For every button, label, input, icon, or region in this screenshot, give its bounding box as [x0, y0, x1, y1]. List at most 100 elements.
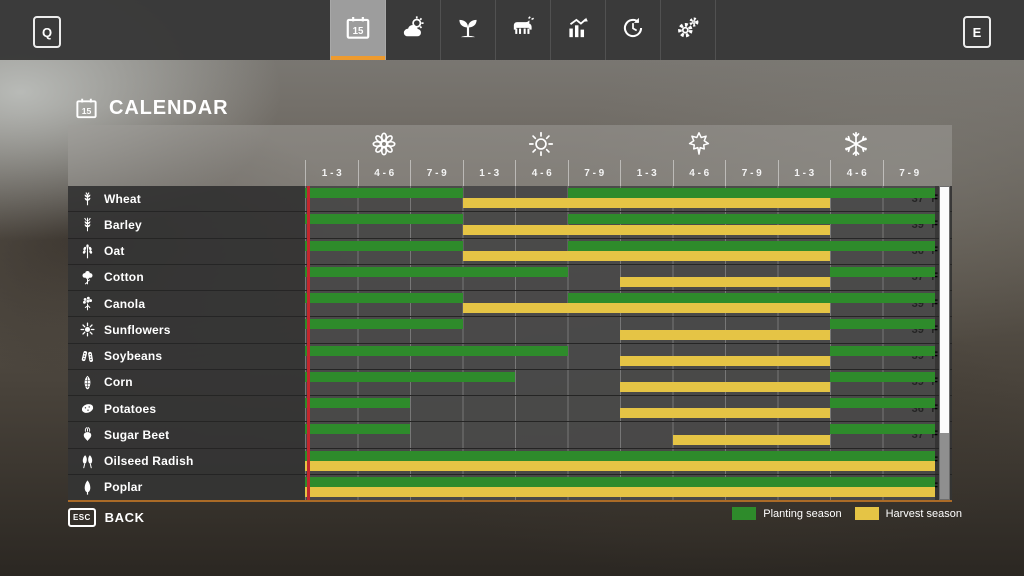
- potato-icon: [75, 400, 99, 417]
- back-button[interactable]: ESC BACK: [68, 508, 145, 527]
- planting-season-bar: [567, 293, 935, 303]
- seedling-icon: [454, 14, 482, 47]
- crop-row-barley: Barley39 °F: [68, 212, 952, 239]
- key-q[interactable]: Q: [33, 16, 61, 48]
- cotton-icon: [75, 269, 99, 286]
- month-label-autumn-3: 7 - 9: [725, 160, 778, 186]
- barley-icon: [75, 216, 99, 233]
- month-label-summer-3: 7 - 9: [567, 160, 621, 186]
- month-label-autumn-2: 4 - 6: [672, 160, 726, 186]
- crop-season-track: [305, 474, 935, 500]
- poplar-icon: [75, 479, 99, 496]
- harvest-legend-swatch: [854, 507, 879, 520]
- harvest-season-bar: [620, 277, 830, 287]
- key-e[interactable]: E: [963, 16, 991, 48]
- planting-season-bar: [567, 214, 935, 225]
- harvest-season-bar: [620, 408, 830, 419]
- tab-settings[interactable]: [661, 0, 716, 60]
- harvest-season-bar: [462, 250, 830, 261]
- harvest-season-bar: [620, 329, 830, 340]
- top-bar: Q 15 E: [0, 0, 1024, 60]
- legend: Planting season Harvest season: [732, 507, 962, 520]
- gear-icon: [674, 14, 702, 47]
- crop-label: Corn: [68, 370, 305, 395]
- calendar-rows: Wheat37 °FBarley39 °FOat36 °FCotton37 °F…: [68, 186, 952, 500]
- planting-season-bar: [305, 240, 463, 251]
- crop-name: Barley: [104, 217, 142, 232]
- crop-label: Poplar: [68, 475, 305, 500]
- crop-season-track: [305, 264, 935, 290]
- cycle-arrows-icon: [619, 14, 647, 47]
- tab-rotation[interactable]: [606, 0, 661, 60]
- crop-label: Canola: [68, 291, 305, 316]
- planting-season-bar: [830, 345, 935, 356]
- calendar-icon: 15: [74, 96, 99, 121]
- crop-season-track: [305, 448, 935, 474]
- crop-name: Corn: [104, 375, 133, 390]
- crop-row-soybeans: Soybeans39 °F: [68, 343, 952, 370]
- crop-name: Sugar Beet: [104, 427, 170, 442]
- soybean-icon: [75, 348, 99, 365]
- cow-icon: [509, 14, 537, 47]
- harvest-season-bar: [462, 303, 830, 314]
- crop-name: Potatoes: [104, 401, 157, 416]
- planting-season-bar: [305, 345, 568, 356]
- sunflower-icon: [75, 321, 99, 338]
- current-day-marker: [307, 186, 310, 500]
- planting-season-bar: [567, 240, 935, 251]
- harvest-season-bar: [620, 382, 830, 392]
- planting-season-bar: [305, 214, 463, 225]
- crop-label: Cotton: [68, 265, 305, 290]
- harvest-season-bar: [305, 487, 935, 497]
- crop-name: Poplar: [104, 480, 143, 495]
- month-label-winter-1: 1 - 3: [777, 160, 831, 186]
- month-label-autumn-1: 1 - 3: [620, 160, 673, 186]
- planting-season-bar: [830, 398, 935, 408]
- crop-season-track: [305, 369, 935, 395]
- crop-row-corn: Corn39 °F: [68, 369, 952, 396]
- page-title-bar: 15 CALENDAR: [74, 96, 228, 121]
- month-label-winter-3: 7 - 9: [882, 160, 936, 186]
- crop-row-oilseed-radish: Oilseed Radish37 °F: [68, 448, 952, 475]
- snowflake-icon: [841, 129, 871, 159]
- bar-chart-icon: [564, 14, 592, 47]
- crop-row-wheat: Wheat37 °F: [68, 186, 952, 213]
- tab-crops[interactable]: [441, 0, 496, 60]
- crop-row-sugar-beet: Sugar Beet37 °F: [68, 422, 952, 449]
- tab-statistics[interactable]: [551, 0, 606, 60]
- nav-tabs: 15: [330, 0, 716, 60]
- tab-weather[interactable]: [386, 0, 441, 60]
- crop-label: Wheat: [68, 186, 305, 211]
- scrollbar-thumb[interactable]: [940, 187, 949, 434]
- crop-season-track: [305, 396, 935, 422]
- harvest-season-bar: [305, 460, 935, 471]
- crop-row-potatoes: Potatoes36 °F: [68, 396, 952, 423]
- crop-row-oat: Oat36 °F: [68, 238, 952, 265]
- planting-season-bar: [830, 371, 935, 382]
- tab-calendar[interactable]: 15: [330, 0, 386, 60]
- crop-name: Oilseed Radish: [104, 454, 194, 469]
- crop-season-track: [305, 343, 935, 369]
- month-label-summer-2: 4 - 6: [515, 160, 568, 186]
- crop-season-track: [305, 291, 935, 317]
- crop-row-poplar: Poplar46 °F: [68, 474, 952, 500]
- planting-season-bar: [830, 424, 935, 435]
- planting-season-bar: [305, 398, 410, 408]
- scrollbar[interactable]: [939, 186, 950, 500]
- harvest-season-bar: [620, 355, 830, 366]
- planting-season-bar: [305, 450, 935, 461]
- month-label-spring-1: 1 - 3: [305, 160, 358, 186]
- crop-label: Sunflowers: [68, 317, 305, 342]
- svg-text:15: 15: [82, 106, 92, 116]
- corn-icon: [75, 374, 99, 391]
- maple-leaf-icon: [684, 129, 714, 159]
- harvest-season-bar: [462, 198, 830, 209]
- tab-animals[interactable]: [496, 0, 551, 60]
- crop-label: Sugar Beet: [68, 422, 305, 447]
- planting-season-bar: [305, 476, 935, 487]
- crop-name: Soybeans: [104, 349, 163, 364]
- planting-legend-label: Planting season: [763, 507, 842, 520]
- planting-season-bar: [830, 266, 935, 277]
- planting-season-bar: [305, 188, 463, 198]
- month-label-spring-2: 4 - 6: [357, 160, 411, 186]
